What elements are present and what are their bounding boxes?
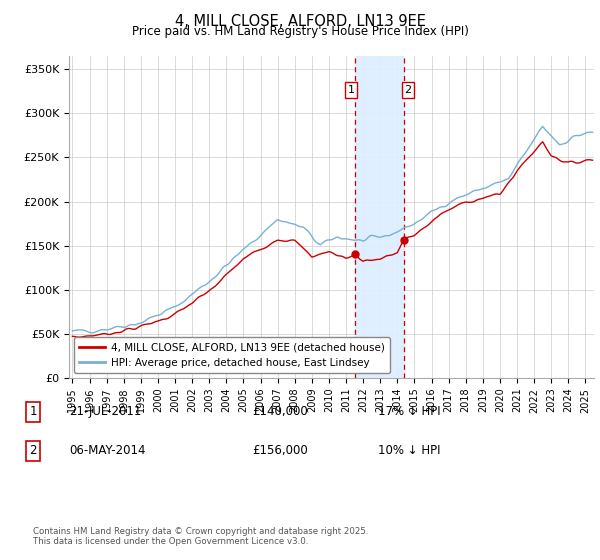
Text: 2: 2 bbox=[404, 85, 412, 95]
Bar bbox=[355, 56, 404, 378]
Text: Price paid vs. HM Land Registry's House Price Index (HPI): Price paid vs. HM Land Registry's House … bbox=[131, 25, 469, 38]
Legend: 4, MILL CLOSE, ALFORD, LN13 9EE (detached house), HPI: Average price, detached h: 4, MILL CLOSE, ALFORD, LN13 9EE (detache… bbox=[74, 337, 390, 373]
Text: 1: 1 bbox=[347, 85, 355, 95]
Text: 06-MAY-2014: 06-MAY-2014 bbox=[69, 444, 146, 458]
Text: 17% ↓ HPI: 17% ↓ HPI bbox=[378, 405, 440, 418]
Text: £140,000: £140,000 bbox=[252, 405, 308, 418]
Text: Contains HM Land Registry data © Crown copyright and database right 2025.
This d: Contains HM Land Registry data © Crown c… bbox=[33, 526, 368, 546]
Text: £156,000: £156,000 bbox=[252, 444, 308, 458]
Text: 21-JUL-2011: 21-JUL-2011 bbox=[69, 405, 142, 418]
Text: 10% ↓ HPI: 10% ↓ HPI bbox=[378, 444, 440, 458]
Text: 4, MILL CLOSE, ALFORD, LN13 9EE: 4, MILL CLOSE, ALFORD, LN13 9EE bbox=[175, 14, 425, 29]
Text: 1: 1 bbox=[29, 405, 37, 418]
Text: 2: 2 bbox=[29, 444, 37, 458]
